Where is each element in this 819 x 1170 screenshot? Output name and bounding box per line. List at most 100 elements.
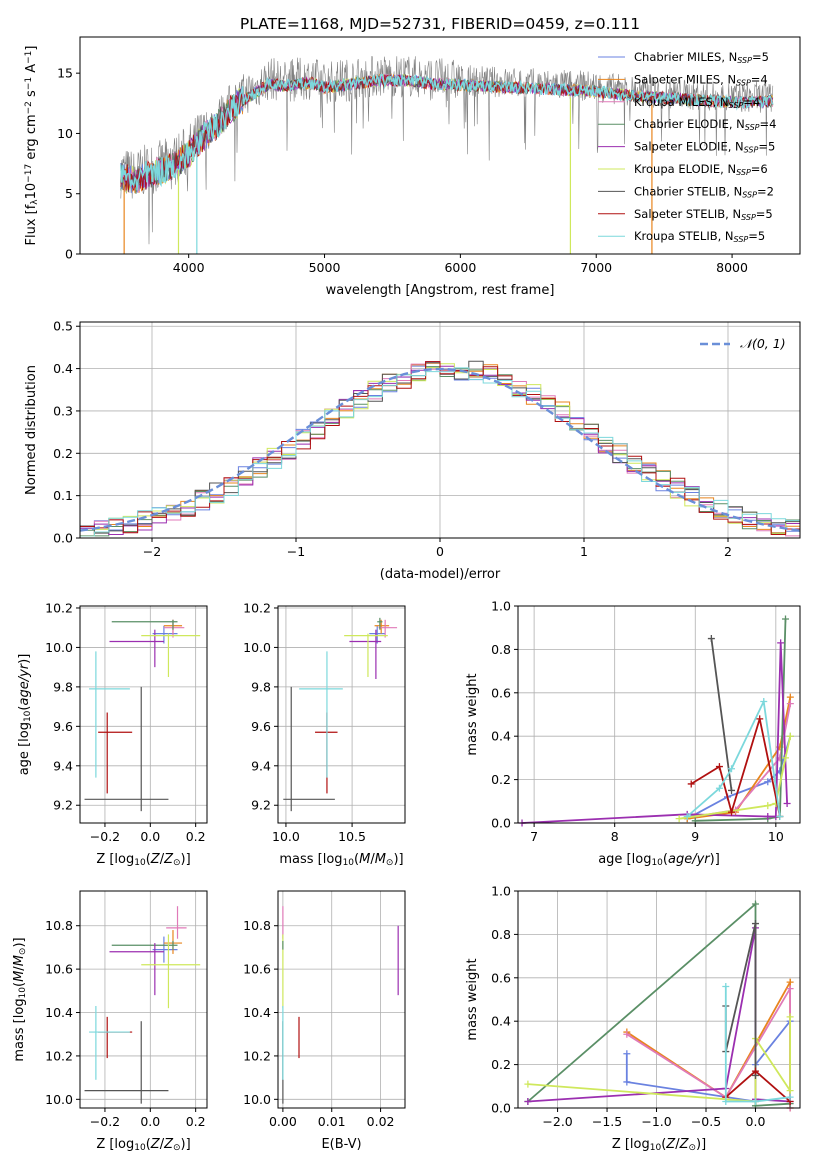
axes-frame: [79, 605, 208, 824]
y-tick-label: 0.1: [53, 488, 73, 503]
legend-text: Kroupa MILES, N: [634, 95, 729, 109]
observed-spectrum: [120, 55, 774, 245]
legend-label: Kroupa ELODIE, NSSP=6: [634, 162, 768, 177]
x-tick-label: 8000: [716, 260, 748, 275]
label-part: (: [17, 706, 32, 711]
weight-marker: [751, 1097, 759, 1105]
weight-vs-age-y-label: mass weight: [465, 673, 480, 755]
x-tick-label: 0.2: [186, 1114, 206, 1129]
label-part: ]: [24, 46, 39, 51]
label-part: )]: [17, 654, 32, 664]
y-tick-label: 10.2: [45, 600, 73, 615]
weight-marker: [675, 815, 683, 823]
legend-label: Chabrier MILES, NSSP=5: [634, 50, 769, 65]
label-part: ⊙: [386, 858, 394, 868]
weight-marker: [524, 1080, 532, 1088]
weight-marker: [707, 635, 715, 643]
y-tick-label: 10.2: [243, 600, 271, 615]
legend-sub: SSP: [741, 213, 756, 222]
label-part: )]: [696, 1137, 706, 1152]
weight-marker: [722, 982, 730, 990]
legend-label: Salpeter STELIB, NSSP=5: [634, 207, 773, 222]
mass-vs-Z-x-label: Z [log10(Z/Z⊙)]: [96, 1137, 190, 1153]
histogram-kroupa_stelib: [80, 367, 800, 537]
y-tick-label: 9.6: [251, 719, 271, 734]
weight-vs-age-x-label: age [log10(age/yr)]: [598, 852, 720, 868]
x-tick-label: 4000: [173, 260, 205, 275]
label-part: −17: [24, 164, 34, 183]
legend-sub: SSP: [745, 123, 760, 132]
legend-text: Chabrier ELODIE, N: [634, 117, 745, 131]
weight-marker: [751, 1067, 759, 1075]
label-part: (: [146, 852, 151, 867]
weight-line-kroupa_stelib: [724, 986, 791, 1103]
label-part: wavelength [Angstrom, rest frame]: [326, 283, 555, 298]
legend-sub: SSP: [736, 78, 751, 87]
label-part: age/yr: [17, 662, 32, 705]
weight-marker: [728, 765, 736, 773]
label-part: /: [12, 966, 27, 971]
weight-line-kroupa_elodie: [527, 1016, 791, 1103]
age-vs-mass-x-label: mass [log10(M/M⊙)]: [279, 852, 403, 868]
y-tick-label: 0.4: [491, 1014, 511, 1029]
age-vs-mass-panel: 10.0 10.5 9.2 9.4 9.6 9.8 10.0 10.2 mass [log10(…: [243, 600, 406, 868]
x-tick-label: 10.0: [272, 829, 300, 844]
label-part: Z [log: [612, 1137, 650, 1152]
weight-marker: [786, 1013, 794, 1021]
y-tick-label: 10.4: [45, 1005, 73, 1020]
spectrum-y-label: Flux [fλ10−17 erg cm−2 s−1 A−1]: [24, 46, 40, 246]
weight-marker: [683, 812, 691, 820]
x-tick-label: 9: [691, 829, 699, 844]
y-tick-label: 5: [65, 186, 73, 201]
label-part: 10: [134, 1143, 146, 1153]
label-part: 10: [23, 710, 33, 722]
y-tick-label: 15: [57, 66, 73, 81]
label-part: )]: [710, 852, 720, 867]
x-tick-label: −0.2: [90, 829, 120, 844]
y-tick-label: 10.8: [45, 918, 73, 933]
weight-marker: [623, 1030, 631, 1038]
y-tick-label: 0.0: [53, 531, 73, 546]
y-tick-label: 0.6: [491, 970, 511, 985]
label-part: Z: [150, 852, 161, 867]
label-part: Z: [163, 852, 174, 867]
y-tick-label: 10.0: [45, 1092, 73, 1107]
legend-label: Kroupa STELIB, NSSP=5: [634, 229, 765, 244]
label-part: Z: [150, 1137, 161, 1152]
label-part: 10: [650, 1143, 662, 1153]
y-tick-label: 10.8: [243, 918, 271, 933]
x-tick-label: 0.2: [186, 829, 206, 844]
y-tick-label: 9.2: [53, 798, 73, 813]
y-tick-label: 1.0: [491, 599, 511, 614]
x-tick-label: −1: [287, 544, 305, 559]
label-part: (data-model)/error: [380, 567, 501, 582]
y-tick-label: 9.6: [53, 719, 73, 734]
weight-marker: [786, 1087, 794, 1095]
label-part: s: [24, 90, 39, 101]
weight-vs-Z-panel: −2.0 −1.5 −1.0 −0.5 0.0 0.0 0.2 0.4 0.6 0.8 1.0 Z […: [465, 884, 801, 1153]
label-part: (: [12, 982, 27, 987]
y-tick-label: 9.8: [251, 679, 271, 694]
x-tick-label: 0.0: [140, 829, 160, 844]
y-tick-label: 9.8: [53, 679, 73, 694]
weight-marker: [781, 754, 789, 762]
y-tick-label: 10.0: [243, 640, 271, 655]
x-tick-label: 6000: [444, 260, 476, 275]
weight-line-salpeter_miles: [687, 696, 792, 820]
label-part: (: [661, 1137, 666, 1152]
y-tick-label: 10.0: [243, 1092, 271, 1107]
histogram-salpeter_stelib: [80, 361, 800, 537]
label-part: E(B-V): [321, 1137, 361, 1152]
x-tick-label: 0.01: [318, 1114, 346, 1129]
y-tick-label: 0.0: [491, 816, 511, 831]
y-tick-label: 10.4: [243, 1005, 271, 1020]
weight-marker: [786, 700, 794, 708]
model-spectrum-kroupa_stelib: [120, 73, 774, 191]
legend-sub: SSP: [742, 190, 757, 199]
mass-vs-Z-y-label: mass [log10(M/M⊙)]: [12, 937, 28, 1061]
label-part: M: [375, 852, 386, 867]
x-tick-label: 8: [611, 829, 619, 844]
legend-label: Salpeter MILES, NSSP=4: [634, 72, 768, 87]
label-part: 10: [24, 183, 39, 200]
label-part: (: [354, 852, 359, 867]
